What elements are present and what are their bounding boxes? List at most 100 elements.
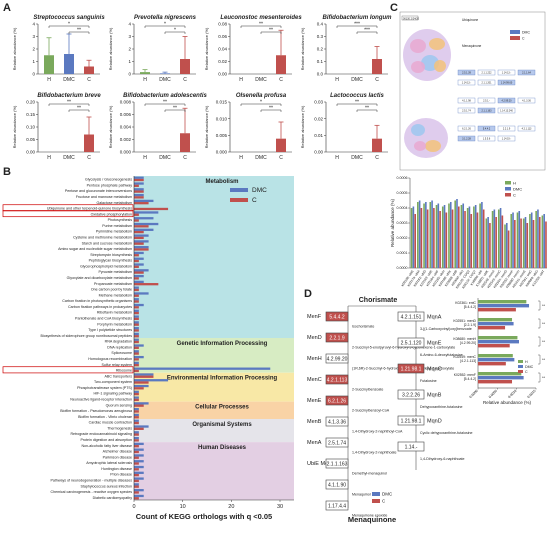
legend-swatch-dmc xyxy=(510,30,520,34)
y-tick-label: 0.00 xyxy=(314,150,323,155)
highlight-box xyxy=(2,210,134,218)
panel-letter-c: C xyxy=(390,2,398,14)
y-tick-label: [2.2.1.9] xyxy=(464,323,476,327)
y-axis-label: Relative abundance (%) xyxy=(12,27,17,70)
structure-blob xyxy=(411,61,425,73)
bar-c xyxy=(134,300,139,303)
sig-bracket xyxy=(48,103,90,106)
structure-blob xyxy=(425,140,441,152)
y-axis-label: Relative abundance (%) xyxy=(300,27,305,70)
bar-c xyxy=(134,439,139,442)
gene-label: MenC xyxy=(307,377,322,383)
pathway-label: Carbon fixation in photosynthetic organi… xyxy=(62,299,132,303)
ec-node xyxy=(497,107,516,114)
sig-bracket xyxy=(538,336,541,347)
bar-c xyxy=(134,416,139,419)
bar-c xyxy=(545,221,547,268)
ec-label: 2.1.1.163 xyxy=(327,462,348,468)
subplot-title: Leuconostoc mesenteroides xyxy=(220,15,302,21)
bar-h xyxy=(478,372,522,376)
sig-label: ** xyxy=(542,357,546,362)
sig-bracket xyxy=(144,103,186,106)
bar-c xyxy=(134,346,139,349)
ec-box-left xyxy=(325,353,349,364)
x-tick-label: H xyxy=(143,155,147,161)
gene-label: MenE xyxy=(307,398,322,404)
legend-swatch xyxy=(505,187,511,191)
legend-label: H xyxy=(525,360,528,364)
x-tick-label: C xyxy=(279,155,283,161)
bar-dmc xyxy=(134,257,144,260)
bar-dmc xyxy=(543,214,545,268)
ec-node-label: 1.14.13.- xyxy=(502,72,512,75)
ec-node xyxy=(457,97,476,104)
x-tick-label: C xyxy=(87,155,91,161)
bar-c xyxy=(478,326,506,330)
x-tick-label: 0.0005 xyxy=(488,389,498,399)
y-tick-label: 0.0001 xyxy=(397,251,408,255)
bar-c xyxy=(134,213,139,216)
y-tick-label: 0.1 xyxy=(317,59,324,64)
y-axis-label: Relative abundance (%) xyxy=(12,105,17,148)
bar-dmc xyxy=(537,209,539,268)
structure-blob-upper xyxy=(403,29,451,81)
intermediate-label: Menaquinone epoxide xyxy=(352,514,387,518)
legend-swatch-c xyxy=(230,198,248,202)
bar-c xyxy=(451,209,454,268)
sig-bracket xyxy=(260,109,282,112)
bar-dmc xyxy=(425,202,427,268)
bar-dmc xyxy=(134,390,139,393)
x-tick-label: H xyxy=(335,77,339,83)
bar-c xyxy=(414,214,416,268)
panel-c: 00130 2/24/20 UbiquinoneMenaquinoneDMCC2.… xyxy=(390,11,547,289)
pathway-label: Ribosome xyxy=(116,369,132,373)
bar-dmc xyxy=(134,396,139,399)
y-tick-label: 0.4 xyxy=(317,22,324,27)
ec-node xyxy=(477,135,496,142)
bar-dmc xyxy=(134,286,139,289)
bar-c xyxy=(372,138,382,152)
y-tick-label: 3 xyxy=(128,34,131,39)
pathway-label: Biosynthesis of siderophore group nonrib… xyxy=(41,334,133,338)
ec-node xyxy=(477,79,496,86)
pathway-label: One carbon pool by folate xyxy=(91,288,132,292)
bar-dmc xyxy=(468,206,471,268)
bar-c xyxy=(445,212,448,268)
intermediate-label: 2-Succinylbenzoate xyxy=(352,388,383,392)
bar-dmc xyxy=(134,379,169,382)
pathway-label: Prion disease xyxy=(110,473,132,477)
pathway-label: Photosynthesis xyxy=(108,218,133,222)
bar-c xyxy=(134,491,139,494)
y-tick-label: 0.000 xyxy=(120,150,132,155)
bar-h xyxy=(473,206,475,268)
ec-box-right xyxy=(397,441,425,452)
bar-c xyxy=(478,344,510,348)
bar-dmc xyxy=(449,202,452,268)
bar-dmc xyxy=(134,246,149,249)
bar-dmc xyxy=(474,205,477,268)
bar-dmc xyxy=(530,212,533,268)
x-tick-label: H xyxy=(335,155,339,161)
ec-node xyxy=(457,125,476,132)
bar-c xyxy=(134,306,139,309)
map-title-box xyxy=(401,15,419,21)
pathway-label: Pantothenate and CoA biosynthesis xyxy=(75,316,132,320)
bar-c xyxy=(134,421,139,425)
y-tick-label: 0 xyxy=(128,72,131,77)
category-label: Human Diseases xyxy=(198,445,247,451)
structure-blob xyxy=(410,39,426,53)
ec-node xyxy=(517,125,536,132)
bar-dmc xyxy=(134,402,149,405)
bar-c xyxy=(134,375,154,378)
bar-c xyxy=(134,410,139,413)
x-tick-label: C xyxy=(183,155,187,161)
legend-label: C xyxy=(513,193,516,198)
y-tick-label: 0.04 xyxy=(218,47,227,52)
sig-bracket xyxy=(538,318,541,329)
ec-node xyxy=(497,135,516,142)
bar-dmc xyxy=(64,54,74,74)
bar-c xyxy=(538,217,541,268)
legend-swatch-c xyxy=(510,36,520,40)
subplot-title: Streptococcus sanguinis xyxy=(33,15,105,21)
bar-c xyxy=(482,209,485,268)
